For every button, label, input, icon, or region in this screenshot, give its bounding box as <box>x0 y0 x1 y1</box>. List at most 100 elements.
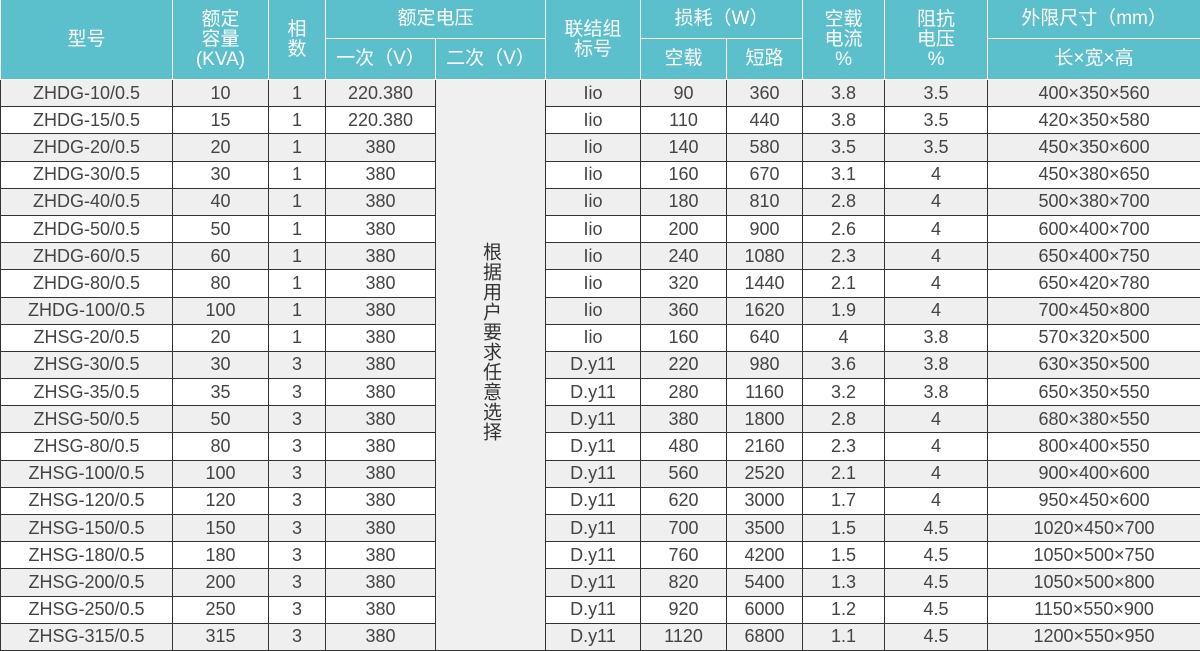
cell-impedance-voltage: 3.5 <box>884 133 989 162</box>
cell-impedance-voltage: 4 <box>884 405 989 434</box>
cell-impedance-voltage: 4.5 <box>884 568 989 597</box>
cell-no-load-current: 1.7 <box>802 486 886 516</box>
cell-phases: 3 <box>268 405 326 434</box>
cell-connection: D.y11 <box>545 568 642 597</box>
table-row: ZHDG-60/0.5 60 1 380 Iio 240 1080 2.3 4 650×400×7… <box>0 242 1200 271</box>
cell-no-load-current: 3.6 <box>802 350 886 380</box>
cell-capacity: 150 <box>172 513 269 543</box>
cell-short-circuit-loss: 5400 <box>726 568 804 597</box>
cell-phases: 1 <box>268 214 326 244</box>
cell-dimensions: 650×420×780 <box>987 269 1200 298</box>
cell-no-load-loss: 160 <box>640 160 728 189</box>
cell-primary-voltage: 380 <box>325 323 436 352</box>
cell-primary-voltage: 380 <box>325 269 436 298</box>
cell-no-load-current: 3.5 <box>802 133 886 162</box>
cell-connection: Iio <box>545 269 642 298</box>
cell-no-load-loss: 320 <box>640 269 728 298</box>
cell-phases: 3 <box>268 378 326 407</box>
cell-dimensions: 420×350×580 <box>987 106 1200 135</box>
cell-short-circuit-loss: 2520 <box>726 459 804 488</box>
secondary-note: 根据用户要求任意选择 <box>480 242 501 443</box>
cell-model: ZHDG-40/0.5 <box>0 187 173 216</box>
cell-model: ZHDG-15/0.5 <box>0 106 173 135</box>
cell-no-load-loss: 280 <box>640 378 728 407</box>
cell-impedance-voltage: 3.8 <box>884 323 989 352</box>
cell-phases: 3 <box>268 350 326 380</box>
cell-capacity: 40 <box>172 187 269 216</box>
cell-capacity: 50 <box>172 214 269 244</box>
cell-short-circuit-loss: 440 <box>726 106 804 135</box>
cell-short-circuit-loss: 1080 <box>726 242 804 271</box>
cell-model: ZHSG-200/0.5 <box>0 568 173 597</box>
table-row: ZHSG-250/0.5 250 3 380 D.y11 920 6000 1.2 4.5 115… <box>0 595 1200 624</box>
cell-capacity: 30 <box>172 160 269 189</box>
cell-capacity: 180 <box>172 541 269 570</box>
cell-connection: D.y11 <box>545 622 642 651</box>
table-row: ZHDG-30/0.5 30 1 380 Iio 160 670 3.1 4 450×380×65… <box>0 160 1200 189</box>
cell-primary-voltage: 380 <box>325 622 436 651</box>
table-row: ZHSG-50/0.5 50 3 380 D.y11 380 1800 2.8 4 680×380… <box>0 405 1200 434</box>
cell-no-load-current: 1.5 <box>802 541 886 570</box>
table-row: ZHDG-15/0.5 15 1 220.380 Iio 110 440 3.8 3.5 420×… <box>0 106 1200 135</box>
cell-phases: 1 <box>268 187 326 216</box>
table-row: ZHSG-20/0.5 20 1 380 Iio 160 640 4 3.8 570×320×50… <box>0 323 1200 352</box>
cell-connection: Iio <box>545 214 642 244</box>
cell-no-load-current: 3.1 <box>802 160 886 189</box>
cell-primary-voltage: 380 <box>325 432 436 461</box>
cell-impedance-voltage: 4 <box>884 486 989 516</box>
cell-connection: D.y11 <box>545 513 642 543</box>
cell-capacity: 20 <box>172 133 269 162</box>
cell-capacity: 30 <box>172 350 269 380</box>
cell-short-circuit-loss: 4200 <box>726 541 804 570</box>
cell-primary-voltage: 380 <box>325 242 436 271</box>
cell-model: ZHDG-60/0.5 <box>0 242 173 271</box>
cell-no-load-loss: 220 <box>640 350 728 380</box>
cell-short-circuit-loss: 1440 <box>726 269 804 298</box>
cell-phases: 3 <box>268 595 326 624</box>
cell-impedance-voltage: 4.5 <box>884 622 989 651</box>
cell-primary-voltage: 380 <box>325 350 436 380</box>
header-capacity: 额定 容量 (KVA) <box>172 0 269 80</box>
cell-primary-voltage: 220.380 <box>325 78 436 108</box>
cell-no-load-current: 4 <box>802 323 886 352</box>
cell-short-circuit-loss: 360 <box>726 78 804 108</box>
cell-short-circuit-loss: 900 <box>726 214 804 244</box>
cell-phases: 1 <box>268 269 326 298</box>
cell-connection: Iio <box>545 296 642 325</box>
cell-connection: D.y11 <box>545 595 642 624</box>
cell-capacity: 80 <box>172 432 269 461</box>
cell-no-load-current: 3.2 <box>802 378 886 407</box>
cell-model: ZHSG-315/0.5 <box>0 622 173 651</box>
cell-primary-voltage: 380 <box>325 405 436 434</box>
cell-no-load-current: 2.1 <box>802 269 886 298</box>
cell-phases: 1 <box>268 160 326 189</box>
cell-impedance-voltage: 4 <box>884 242 989 271</box>
cell-phases: 3 <box>268 486 326 516</box>
cell-capacity: 250 <box>172 595 269 624</box>
table-row: ZHDG-20/0.5 20 1 380 Iio 140 580 3.5 3.5 450×350×… <box>0 133 1200 162</box>
cell-model: ZHSG-120/0.5 <box>0 486 173 516</box>
cell-short-circuit-loss: 3500 <box>726 513 804 543</box>
cell-dimensions: 650×350×550 <box>987 378 1200 407</box>
cell-dimensions: 400×350×560 <box>987 78 1200 108</box>
cell-dimensions: 800×400×550 <box>987 432 1200 461</box>
cell-dimensions: 950×450×600 <box>987 486 1200 516</box>
cell-model: ZHSG-50/0.5 <box>0 405 173 434</box>
cell-connection: D.y11 <box>545 459 642 488</box>
cell-short-circuit-loss: 1800 <box>726 405 804 434</box>
cell-model: ZHSG-20/0.5 <box>0 323 173 352</box>
cell-dimensions: 600×400×700 <box>987 214 1200 244</box>
cell-model: ZHDG-10/0.5 <box>0 78 173 108</box>
cell-primary-voltage: 380 <box>325 133 436 162</box>
table-row: ZHDG-40/0.5 40 1 380 Iio 180 810 2.8 4 500×380×70… <box>0 187 1200 216</box>
cell-model: ZHSG-35/0.5 <box>0 378 173 407</box>
table-row: ZHDG-10/0.5 10 1 220.380 根据用户要求任意选择 Iio 90 360 3… <box>0 78 1200 651</box>
cell-no-load-loss: 380 <box>640 405 728 434</box>
cell-no-load-current: 2.8 <box>802 405 886 434</box>
header-model: 型号 <box>0 0 173 80</box>
cell-primary-voltage: 380 <box>325 160 436 189</box>
cell-capacity: 10 <box>172 78 269 108</box>
cell-dimensions: 1150×550×900 <box>987 595 1200 624</box>
cell-impedance-voltage: 3.8 <box>884 350 989 380</box>
cell-impedance-voltage: 4 <box>884 269 989 298</box>
